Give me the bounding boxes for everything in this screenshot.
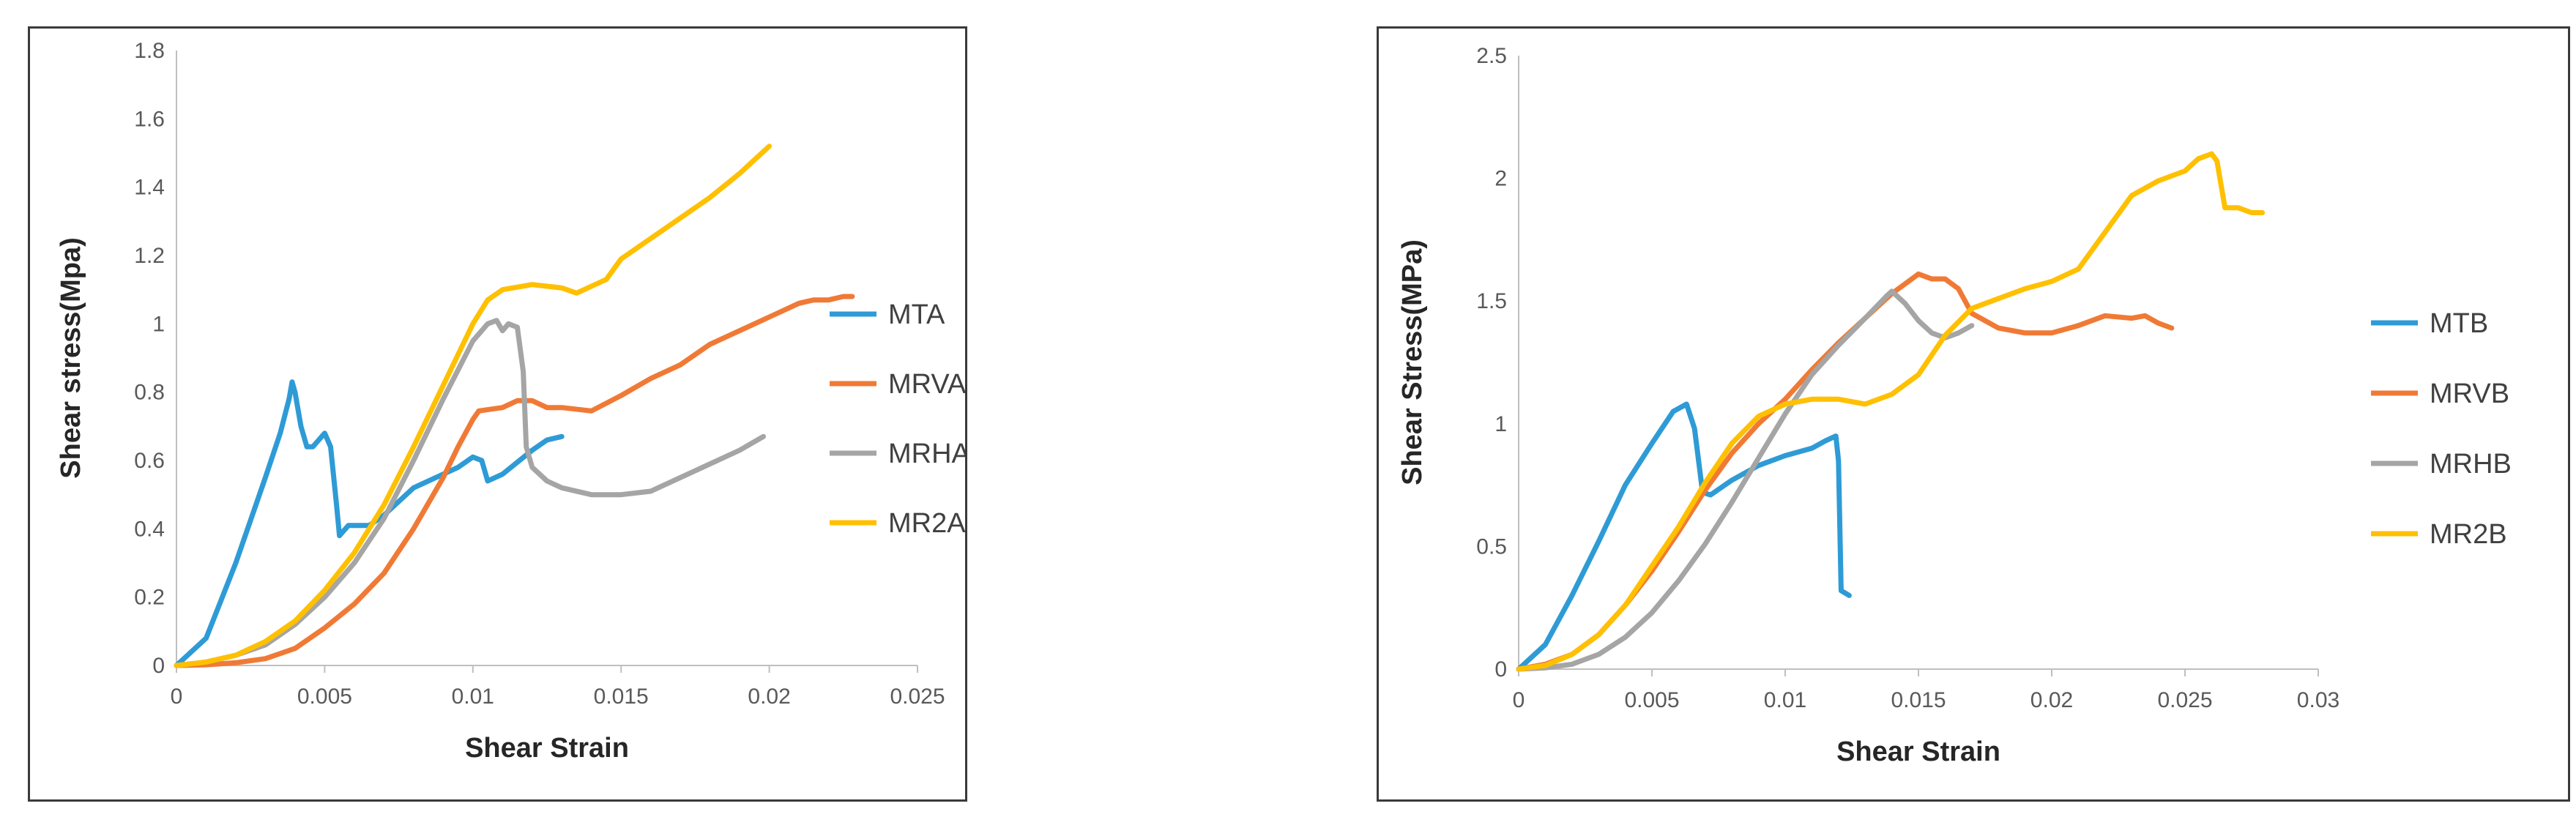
left-y-tick-label: 1.8	[134, 39, 165, 63]
left-y-tick-label: 1	[152, 312, 165, 336]
left-x-tick-label: 0.015	[594, 685, 649, 709]
right-y-tick-label: 0	[1494, 657, 1507, 682]
left-chart-svg: Shear Strain Shear stress(Mpa) 0 0.2 0.4 0.…	[56, 39, 965, 764]
left-y-tick-label: 0.8	[134, 381, 165, 405]
right-y-tick-label: 1.5	[1476, 289, 1507, 313]
right-series-line-mrhb	[1516, 288, 1975, 672]
left-chart-panel: Shear Strain Shear stress(Mpa) 0 0.2 0.4 0.…	[28, 26, 967, 802]
left-series-line-mr2a	[174, 143, 773, 668]
left-legend-label-mrha: MRHA	[888, 439, 965, 469]
left-series-line-mrva	[174, 294, 855, 668]
left-y-tick-label: 0.2	[134, 586, 165, 610]
right-x-tick-label: 0	[1513, 688, 1525, 712]
right-x-tick-label: 0.02	[2030, 688, 2073, 712]
left-y-tick-label: 1.2	[134, 244, 165, 268]
right-y-tick-label: 1	[1494, 412, 1507, 436]
right-x-tick-label: 0.01	[1764, 688, 1806, 712]
right-chart-svg: Shear Strain Shear Stress(MPa) 0 0.5 1 1.5 2…	[1397, 44, 2512, 767]
left-x-tick-label: 0.005	[297, 685, 352, 709]
right-y-axis-title: Shear Stress(MPa)	[1397, 239, 1428, 485]
left-x-tick-label: 0.02	[748, 685, 790, 709]
right-legend-label-mtb: MTB	[2430, 308, 2488, 339]
right-y-tick-label: 0.5	[1476, 534, 1507, 559]
right-series-line-mr2b	[1516, 151, 2266, 672]
right-x-tick-label: 0.005	[1624, 688, 1679, 712]
left-y-tick-label: 1.4	[134, 176, 165, 200]
right-x-tick-label: 0.015	[1891, 688, 1946, 712]
left-y-tick-label: 1.6	[134, 107, 165, 131]
left-x-tick-label: 0	[171, 685, 183, 709]
left-series-line-mrha	[174, 318, 766, 668]
left-legend-label-mta: MTA	[888, 299, 945, 330]
right-series-line-mtb	[1516, 401, 1852, 672]
right-legend-label-mrhb: MRHB	[2430, 449, 2512, 480]
left-legend-label-mr2a: MR2A	[888, 508, 965, 539]
right-y-tick-label: 2	[1494, 167, 1507, 191]
left-y-tick-label: 0.4	[134, 517, 165, 541]
left-series-line-mta	[174, 379, 565, 668]
right-series-line-mrvb	[1516, 271, 2175, 672]
right-chart-panel: Shear Strain Shear Stress(MPa) 0 0.5 1 1.5 2…	[1377, 26, 2570, 802]
right-x-tick-label: 0.025	[2157, 688, 2212, 712]
right-x-axis-title: Shear Strain	[1836, 736, 2000, 767]
left-y-tick-label: 0.6	[134, 449, 165, 473]
right-y-tick-label: 2.5	[1476, 44, 1507, 68]
left-y-tick-label: 0	[152, 654, 165, 678]
right-x-tick-label: 0.03	[2297, 688, 2339, 712]
right-legend-label-mrvb: MRVB	[2430, 378, 2509, 409]
left-x-tick-label: 0.025	[890, 685, 945, 709]
left-legend-label-mrva: MRVA	[888, 369, 965, 400]
right-legend-label-mr2b: MR2B	[2430, 519, 2507, 550]
left-y-axis-title: Shear stress(Mpa)	[56, 237, 86, 478]
left-x-axis-title: Shear Strain	[465, 733, 629, 764]
left-x-tick-label: 0.01	[452, 685, 494, 709]
